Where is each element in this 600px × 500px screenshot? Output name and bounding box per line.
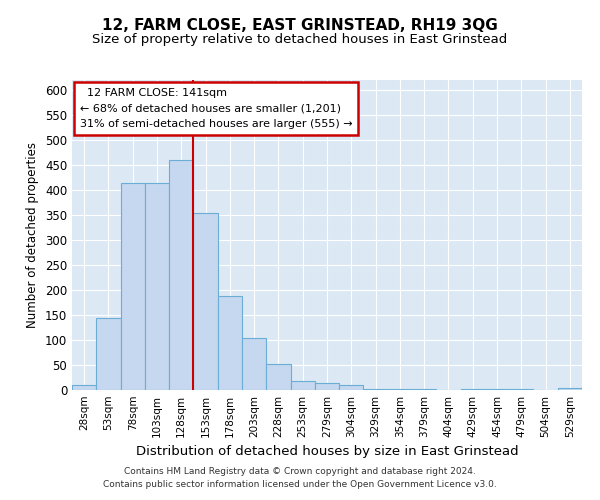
X-axis label: Distribution of detached houses by size in East Grinstead: Distribution of detached houses by size … [136, 446, 518, 458]
Bar [145, 182, 169, 390]
Text: Contains HM Land Registry data © Crown copyright and database right 2024.: Contains HM Land Registry data © Crown c… [124, 467, 476, 476]
Bar [121, 182, 145, 390]
Bar [558, 388, 582, 390]
Text: Size of property relative to detached houses in East Grinstead: Size of property relative to detached ho… [92, 32, 508, 46]
Bar [72, 385, 96, 390]
Bar [509, 388, 533, 390]
Bar [315, 382, 339, 390]
Bar [193, 212, 218, 390]
Bar [169, 160, 193, 390]
Bar [364, 388, 388, 390]
Bar [339, 385, 364, 390]
Bar [242, 338, 266, 390]
Text: 12, FARM CLOSE, EAST GRINSTEAD, RH19 3QG: 12, FARM CLOSE, EAST GRINSTEAD, RH19 3QG [102, 18, 498, 32]
Bar [388, 388, 412, 390]
Bar [412, 388, 436, 390]
Bar [290, 381, 315, 390]
Bar [485, 388, 509, 390]
Bar [461, 388, 485, 390]
Y-axis label: Number of detached properties: Number of detached properties [26, 142, 40, 328]
Bar [266, 364, 290, 390]
Text: 12 FARM CLOSE: 141sqm
← 68% of detached houses are smaller (1,201)
31% of semi-d: 12 FARM CLOSE: 141sqm ← 68% of detached … [80, 88, 352, 129]
Text: Contains public sector information licensed under the Open Government Licence v3: Contains public sector information licen… [103, 480, 497, 489]
Bar [96, 318, 121, 390]
Bar [218, 296, 242, 390]
